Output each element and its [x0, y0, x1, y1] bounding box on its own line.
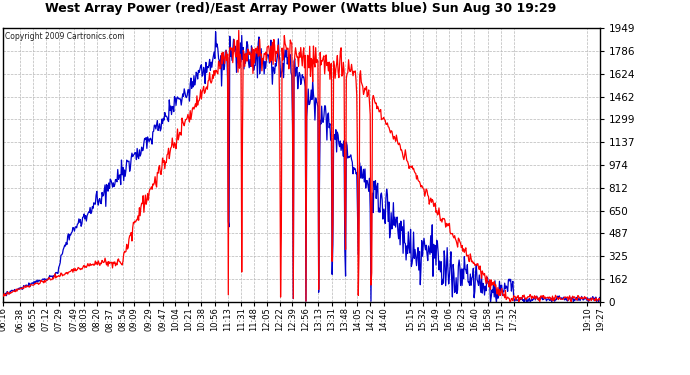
- Text: Copyright 2009 Cartronics.com: Copyright 2009 Cartronics.com: [5, 32, 124, 41]
- Text: West Array Power (red)/East Array Power (Watts blue) Sun Aug 30 19:29: West Array Power (red)/East Array Power …: [45, 2, 555, 15]
